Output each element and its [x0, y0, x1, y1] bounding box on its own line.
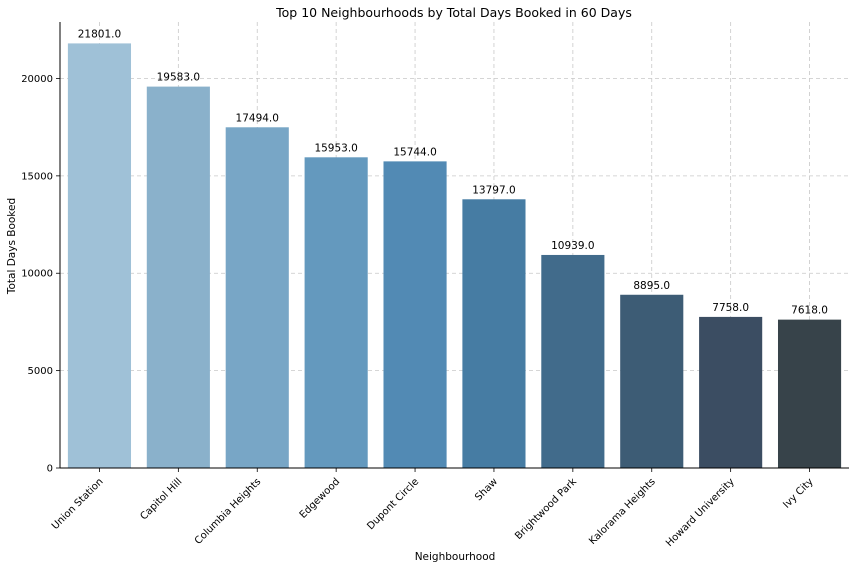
- bar-value-label: 10939.0: [551, 240, 594, 252]
- bar-value-label: 19583.0: [157, 72, 200, 84]
- bar: [304, 157, 368, 468]
- bar: [383, 161, 447, 469]
- bar-value-label: 13797.0: [472, 184, 515, 196]
- y-axis-label: Total Days Booked: [6, 198, 18, 295]
- bar-value-label: 15744.0: [393, 146, 436, 158]
- x-tick-label: Columbia Heights: [193, 476, 263, 546]
- y-tick-label: 5000: [28, 366, 53, 377]
- bar-value-label: 15953.0: [314, 142, 357, 154]
- x-tick-label: Ivy City: [781, 476, 815, 510]
- bar: [462, 199, 526, 469]
- x-axis-label: Neighbourhood: [415, 551, 496, 563]
- bar-value-label: 7618.0: [791, 305, 828, 317]
- x-tick-label: Brightwood Park: [513, 476, 579, 542]
- data-labels: 21801.0 19583.0 17494.0 15953.0 15744.0 13797…: [78, 28, 828, 316]
- x-tick-label: Kalorama Heights: [587, 476, 658, 547]
- y-tick-label: 0: [47, 464, 53, 475]
- y-tick-label: 15000: [21, 171, 53, 182]
- bar-value-label: 8895.0: [633, 280, 670, 292]
- y-tick-label: 10000: [21, 269, 53, 280]
- bar-value-label: 21801.0: [78, 28, 121, 40]
- x-tick-label: Edgewood: [298, 476, 343, 521]
- bar: [620, 294, 684, 468]
- bar-value-label: 7758.0: [712, 302, 749, 314]
- bars: [67, 43, 842, 469]
- chart-title: Top 10 Neighbourhoods by Total Days Book…: [275, 5, 632, 20]
- bar: [146, 86, 210, 468]
- bar: [225, 127, 289, 468]
- x-tick-label: Union Station: [50, 476, 106, 532]
- bar: [699, 316, 763, 468]
- x-tick-label: Howard University: [664, 476, 737, 549]
- bar: [541, 254, 605, 468]
- bar-value-label: 17494.0: [236, 112, 279, 124]
- x-tick-label: Shaw: [473, 476, 500, 503]
- bar: [67, 43, 132, 468]
- x-tick-label: Capitol Hill: [138, 476, 184, 522]
- y-tick-label: 20000: [21, 74, 53, 85]
- bar: [777, 319, 842, 468]
- x-tick-label: Dupont Circle: [365, 476, 421, 532]
